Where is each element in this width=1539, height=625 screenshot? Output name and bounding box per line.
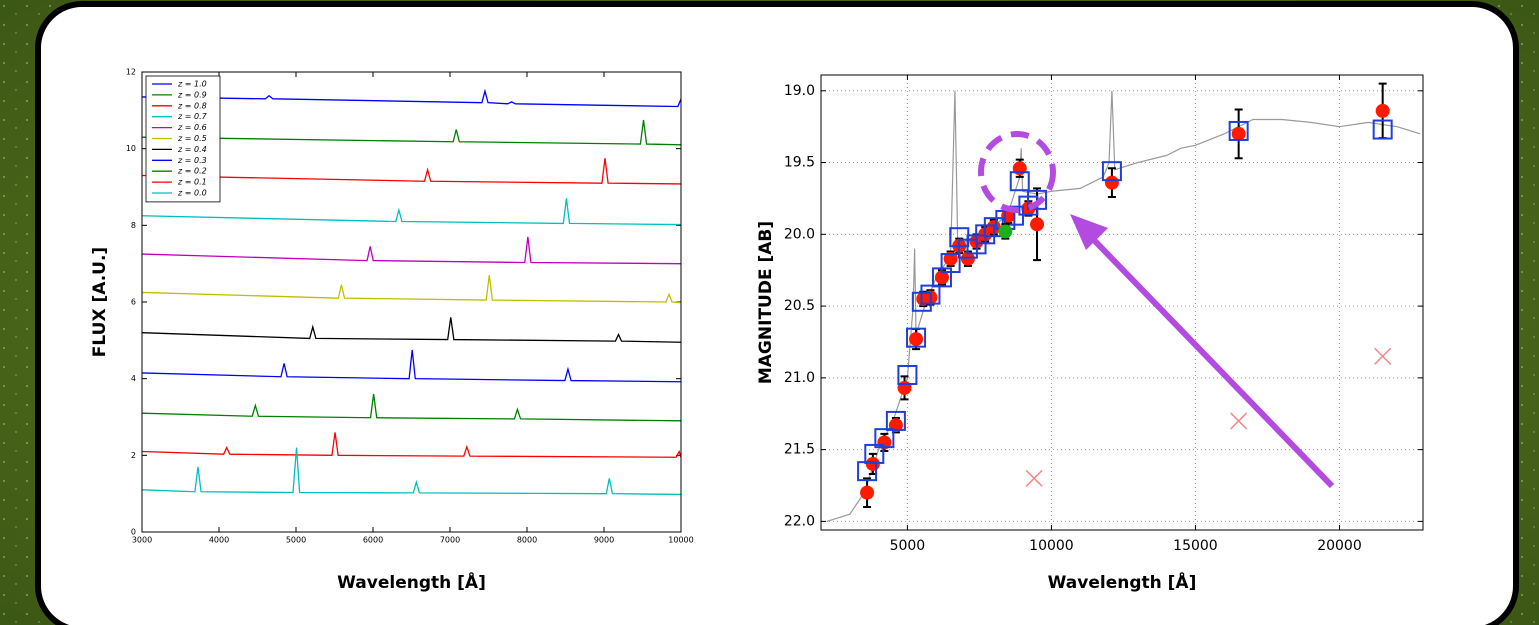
legend-label: z = 0.7 <box>177 112 208 121</box>
cross-point <box>1025 469 1043 487</box>
cross-point <box>1374 347 1392 365</box>
y-tick-label: 0 <box>131 528 136 537</box>
y-tick-label: 6 <box>131 298 136 307</box>
plots: 0 2 4 6 8 10 12 3000 4000 5000 6000 7000 8000 9000 100… <box>90 68 1424 594</box>
series-line <box>142 158 681 185</box>
legend-label: z = 0.4 <box>177 145 207 154</box>
model-point <box>920 284 941 305</box>
cross-point <box>1230 412 1248 430</box>
legend-label: z = 0.2 <box>177 167 207 176</box>
series-line <box>142 119 681 146</box>
chart: 0 2 4 6 8 10 12 3000 4000 5000 6000 7000 8000 9000 100… <box>90 68 694 594</box>
model-point <box>874 428 895 449</box>
x-tick-label: 20000 <box>1317 538 1362 554</box>
legend-label: z = 0.5 <box>177 134 207 143</box>
x-tick-label: 8000 <box>517 536 537 545</box>
model-point <box>897 364 918 385</box>
y-tick-label: 20.0 <box>784 226 815 242</box>
chart: 19.0 19.5 20.0 20.5 21.0 21.5 22.0 5000 10000 150… <box>756 74 1424 593</box>
series-line <box>142 236 681 265</box>
x-tick-label: 10000 <box>668 536 693 545</box>
x-tick-label: 5000 <box>286 536 306 545</box>
data-point <box>860 485 875 500</box>
model-point <box>1101 161 1122 182</box>
data-point <box>909 332 924 347</box>
model-point <box>1003 205 1024 226</box>
model-point <box>885 410 906 431</box>
model-point <box>1372 119 1393 140</box>
data-point <box>934 270 949 285</box>
x-tick-label: 9000 <box>594 536 614 545</box>
legend-label: z = 0.6 <box>177 123 207 132</box>
arrow-shaft <box>1089 235 1335 489</box>
series-line <box>142 275 681 304</box>
series-line <box>142 317 681 343</box>
y-axis-label: FLUX [A.U.] <box>90 247 110 357</box>
y-tick-label: 19.0 <box>784 83 815 99</box>
model-point <box>940 253 961 274</box>
y-tick-label: 22.0 <box>784 513 815 529</box>
x-tick-label: 15000 <box>1173 538 1218 554</box>
model-point <box>1009 171 1030 192</box>
data-point <box>1104 175 1119 190</box>
model-point <box>864 443 885 464</box>
y-tick-label: 4 <box>131 374 136 383</box>
y-tick-label: 8 <box>131 221 136 230</box>
x-tick-label: 5000 <box>890 538 926 554</box>
x-tick-label: 10000 <box>1029 538 1074 554</box>
y-axis-label: MAGNITUDE [AB] <box>756 221 776 384</box>
axes-frame <box>820 74 1424 531</box>
legend-label: z = 0.1 <box>177 178 207 187</box>
series-line <box>142 432 681 458</box>
legend-label: z = 1.0 <box>177 80 207 89</box>
y-tick-label: 19.5 <box>784 155 815 171</box>
highlight-ellipse <box>978 131 1056 213</box>
legend-label: z = 0.3 <box>177 156 207 165</box>
x-tick-label: 4000 <box>209 536 229 545</box>
data-point <box>865 456 880 471</box>
series-line <box>142 447 681 496</box>
series-line <box>142 393 681 422</box>
series-line <box>142 88 681 108</box>
series-line <box>142 198 681 226</box>
x-tick-label: 3000 <box>132 536 152 545</box>
data-point <box>998 224 1013 239</box>
annotation <box>978 131 1335 489</box>
y-tick-label: 21.5 <box>784 442 815 458</box>
x-tick-label: 6000 <box>363 536 383 545</box>
model-point <box>1228 120 1249 141</box>
model-point <box>1027 189 1048 210</box>
axes-frame <box>141 71 682 533</box>
y-tick-label: 2 <box>131 451 136 460</box>
data-point <box>1375 103 1390 118</box>
model-point <box>906 327 927 348</box>
data-point <box>877 435 892 450</box>
y-tick-label: 20.5 <box>784 298 815 314</box>
x-axis-label: Wavelength [Å] <box>1048 570 1197 593</box>
legend-label: z = 0.9 <box>177 90 207 99</box>
series-line <box>142 349 681 383</box>
x-tick-label: 7000 <box>440 536 460 545</box>
y-tick-label: 12 <box>126 68 136 77</box>
legend-label: z = 0.0 <box>177 189 207 198</box>
data-point <box>1030 217 1045 232</box>
plot-area <box>142 88 681 496</box>
data-point <box>943 251 958 266</box>
data-point <box>1231 126 1246 141</box>
x-axis-label: Wavelength [Å] <box>337 570 486 593</box>
y-tick-label: 10 <box>126 144 136 153</box>
arrow-head <box>1070 214 1108 250</box>
slide-panel <box>35 1 1519 625</box>
data-point <box>960 251 975 266</box>
y-tick-label: 21.0 <box>784 370 815 386</box>
legend-label: z = 0.8 <box>177 101 207 110</box>
